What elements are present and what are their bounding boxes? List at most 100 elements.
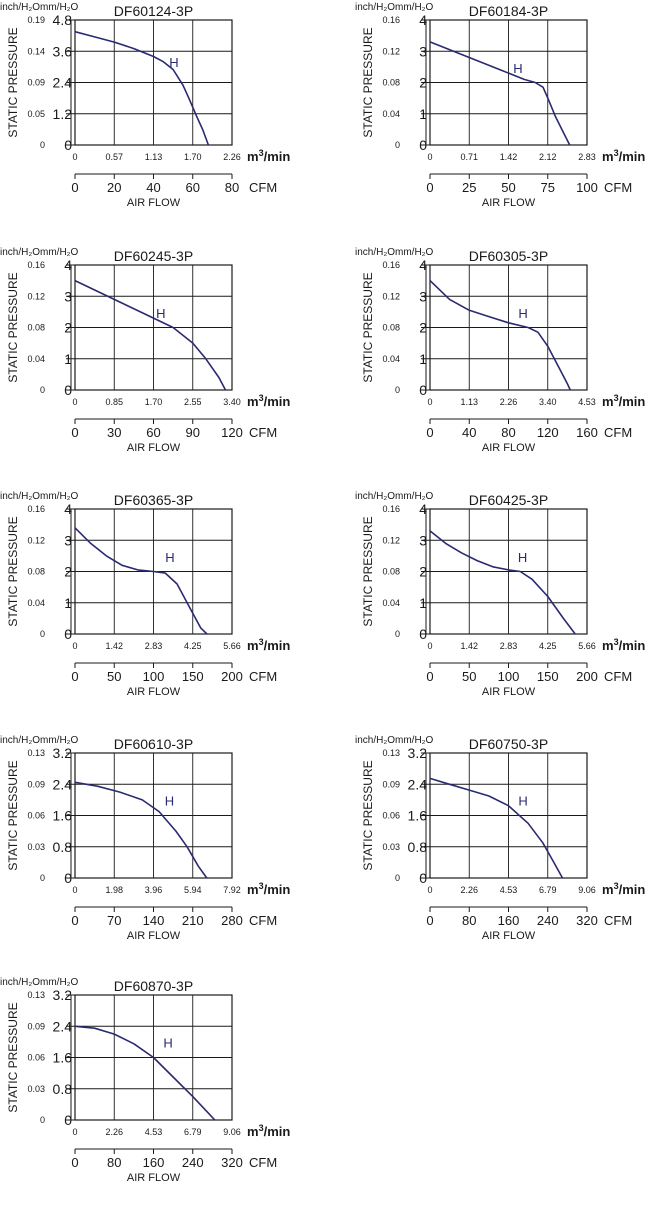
cfm-unit-label: CFM bbox=[604, 180, 632, 195]
mm-tick-label: 0 bbox=[64, 626, 72, 642]
pressure-curve bbox=[74, 527, 208, 635]
fan-curve-chart: inch/H₂O mm/H₂O DF60610-3P STATIC PRESSURE 0… bbox=[0, 733, 327, 971]
cfm-tick-label: 60 bbox=[146, 425, 160, 440]
fan-curve-chart: inch/H₂O mm/H₂O DF60750-3P STATIC PRESSURE 0… bbox=[355, 733, 654, 971]
cfm-tick-label: 80 bbox=[225, 180, 239, 195]
inch-tick-label: 0.12 bbox=[382, 535, 400, 545]
chart-title: DF60870-3P bbox=[114, 978, 193, 994]
m3-unit-exponent: 3 bbox=[614, 637, 619, 647]
cfm-tick-label: 160 bbox=[576, 425, 598, 440]
inch-tick-label: 0.06 bbox=[27, 811, 45, 821]
cfm-tick-label: 0 bbox=[426, 913, 433, 928]
m3-tick-label: 9.06 bbox=[578, 885, 596, 895]
mm-tick-label: 0 bbox=[64, 137, 72, 153]
mm-unit-label: mm/H₂O bbox=[40, 491, 79, 502]
m3-tick-label: 1.98 bbox=[105, 885, 123, 895]
m3-unit-rest: /min bbox=[264, 638, 291, 653]
mm-tick-label: 4 bbox=[64, 257, 72, 273]
m3-tick-label: 3.40 bbox=[223, 397, 241, 407]
inch-tick-label: 0.06 bbox=[27, 1053, 45, 1063]
m3-tick-label: 0 bbox=[72, 641, 77, 651]
inch-tick-label: 0 bbox=[40, 629, 45, 639]
cfm-tick-label: 0 bbox=[71, 1155, 78, 1170]
chart-title: DF60425-3P bbox=[469, 492, 548, 508]
pressure-curve bbox=[74, 1025, 216, 1121]
fan-curve-chart: inch/H₂O mm/H₂O DF60425-3P STATIC PRESSURE 0… bbox=[355, 489, 654, 727]
chart-svg: inch/H₂O mm/H₂O DF60124-3P STATIC PRESSURE 0… bbox=[0, 2, 290, 209]
inch-tick-label: 0.04 bbox=[27, 598, 45, 608]
m3-unit-rest: /min bbox=[264, 1124, 291, 1139]
m3-tick-label: 2.26 bbox=[105, 1127, 123, 1137]
mm-tick-label: 2 bbox=[419, 75, 427, 91]
curve-label-h: H bbox=[518, 794, 527, 809]
m3-tick-label: 4.53 bbox=[500, 885, 518, 895]
mm-tick-label: 2.4 bbox=[408, 776, 428, 792]
fan-curve-chart: inch/H₂O mm/H₂O DF60365-3P STATIC PRESSURE 0… bbox=[0, 489, 327, 727]
mm-unit-label: mm/H₂O bbox=[395, 2, 434, 13]
m3-unit-label: m3/min bbox=[602, 393, 645, 409]
inch-tick-label: 0.08 bbox=[382, 78, 400, 88]
inch-tick-label: 0.12 bbox=[382, 291, 400, 301]
chart-svg: inch/H₂O mm/H₂O DF60184-3P STATIC PRESSURE 0… bbox=[355, 2, 645, 209]
cfm-tick-label: 50 bbox=[501, 180, 515, 195]
inch-tick-label: 0.09 bbox=[27, 1021, 45, 1031]
m3-tick-label: 6.79 bbox=[184, 1127, 202, 1137]
m3-tick-label: 2.83 bbox=[578, 152, 596, 162]
fan-curve-chart: inch/H₂O mm/H₂O DF60305-3P STATIC PRESSURE 0… bbox=[355, 245, 654, 483]
m3-tick-label: 0.57 bbox=[105, 152, 123, 162]
pressure-curve bbox=[429, 530, 576, 635]
m3-unit-exponent: 3 bbox=[259, 148, 264, 158]
inch-tick-label: 0.09 bbox=[27, 78, 45, 88]
cfm-tick-label: 200 bbox=[576, 669, 598, 684]
cfm-tick-label: 160 bbox=[143, 1155, 165, 1170]
m3-unit-rest: /min bbox=[619, 394, 646, 409]
pressure-curve bbox=[429, 41, 571, 146]
mm-unit-label: mm/H₂O bbox=[395, 735, 434, 746]
m3-unit-label: m3/min bbox=[602, 637, 645, 653]
m3-unit-label: m3/min bbox=[247, 1123, 290, 1139]
mm-tick-label: 2 bbox=[419, 320, 427, 336]
mm-unit-label: mm/H₂O bbox=[395, 247, 434, 258]
inch-tick-label: 0.04 bbox=[382, 354, 400, 364]
inch-unit-label: inch/H₂O bbox=[355, 735, 395, 746]
inch-unit-label: inch/H₂O bbox=[0, 2, 40, 13]
inch-tick-label: 0 bbox=[395, 629, 400, 639]
mm-tick-label: 4 bbox=[419, 501, 427, 517]
m3-tick-label: 0 bbox=[72, 1127, 77, 1137]
mm-tick-label: 2 bbox=[64, 320, 72, 336]
pressure-curve bbox=[74, 30, 210, 146]
inch-tick-label: 0.12 bbox=[27, 291, 45, 301]
y-axis-title: STATIC PRESSURE bbox=[361, 760, 375, 870]
x-axis-title: AIR FLOW bbox=[482, 197, 536, 209]
m3-tick-label: 0 bbox=[72, 152, 77, 162]
inch-tick-label: 0.04 bbox=[382, 598, 400, 608]
cfm-tick-label: 320 bbox=[576, 913, 598, 928]
mm-unit-label: mm/H₂O bbox=[395, 491, 434, 502]
mm-tick-label: 3.2 bbox=[53, 745, 73, 761]
mm-tick-label: 3 bbox=[419, 532, 427, 548]
cfm-tick-label: 0 bbox=[426, 669, 433, 684]
inch-unit-label: inch/H₂O bbox=[355, 247, 395, 258]
m3-tick-label: 2.83 bbox=[145, 641, 163, 651]
m3-unit-rest: /min bbox=[619, 882, 646, 897]
cfm-tick-label: 120 bbox=[537, 425, 559, 440]
m3-tick-label: 2.55 bbox=[184, 397, 202, 407]
y-axis-title: STATIC PRESSURE bbox=[361, 272, 375, 382]
x-axis-title: AIR FLOW bbox=[482, 930, 536, 942]
m3-unit-label: m3/min bbox=[602, 881, 645, 897]
cfm-tick-label: 0 bbox=[71, 669, 78, 684]
cfm-tick-label: 120 bbox=[221, 425, 243, 440]
inch-tick-label: 0.05 bbox=[27, 109, 45, 119]
m3-tick-label: 2.26 bbox=[460, 885, 478, 895]
mm-tick-label: 0 bbox=[419, 626, 427, 642]
chart-title: DF60365-3P bbox=[114, 492, 193, 508]
m3-unit-label: m3/min bbox=[247, 148, 290, 164]
curve-label-h: H bbox=[156, 306, 165, 321]
x-axis-title: AIR FLOW bbox=[127, 1172, 181, 1184]
inch-tick-label: 0.16 bbox=[27, 260, 45, 270]
mm-tick-label: 1.2 bbox=[53, 106, 73, 122]
inch-unit-label: inch/H₂O bbox=[355, 491, 395, 502]
mm-tick-label: 3 bbox=[419, 288, 427, 304]
mm-tick-label: 0 bbox=[64, 870, 72, 886]
inch-tick-label: 0.08 bbox=[382, 567, 400, 577]
